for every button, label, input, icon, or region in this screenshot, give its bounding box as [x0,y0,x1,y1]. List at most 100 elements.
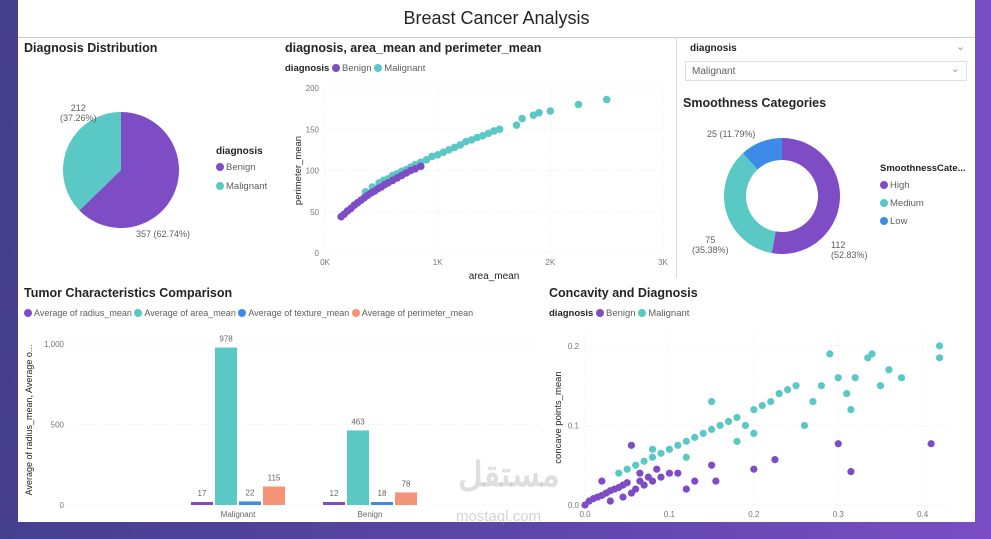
benign-dot-icon [331,64,340,72]
y-tick-label: 0.0 [568,501,580,510]
x-tick-label: 0.1 [664,510,676,519]
data-label: 12 [330,489,339,498]
point-malignant [699,429,707,438]
legend-texture[interactable]: Average of texture_mean [248,308,350,318]
point-benign [691,477,699,485]
point-malignant [708,397,716,406]
donut-label-high: 112 (52.83%) [831,240,868,260]
legend-label: Malignant [226,181,268,192]
watermark-logo: مستقل [458,456,560,494]
malignant-dot-icon [374,64,383,72]
scatter1-title: diagnosis, area_mean and perimeter_mean [285,41,542,55]
slicer-title: diagnosis [690,43,737,54]
point-benign [750,465,758,473]
point-benign [712,477,720,485]
legend-title: diagnosis [285,63,330,74]
point-benign [598,477,606,485]
point-malignant [495,125,504,134]
pie-chart [62,112,179,228]
point-malignant [817,382,825,390]
y-axis-title: Average of radius_mean, Average o... [24,345,34,496]
legend-benign[interactable]: Benign [605,308,636,319]
x-tick-label: 3K [658,258,668,267]
legend-malignant[interactable]: Malignant [648,308,690,319]
point-malignant [682,437,690,445]
point-benign [665,469,674,477]
bar-benign [323,502,345,505]
y-tick-label: 500 [51,421,65,430]
data-label: 463 [351,417,365,426]
point-malignant [716,421,724,430]
point-malignant [733,413,741,422]
bar-benign [395,492,417,505]
dashboard-title: Breast Cancer Analysis [403,8,590,28]
data-label: 22 [246,488,255,497]
legend-radius[interactable]: Average of radius_mean [34,308,132,318]
legend-perimeter[interactable]: Average of perimeter_mean [361,308,474,318]
legend-benign[interactable]: Benign [341,63,372,74]
label-value: 75 [705,235,716,245]
scatter1-plot: 0 50 100 150 200 0K 1K 2K 3K area_mean perimeter_m… [293,84,669,282]
x-tick-label: 0.0 [579,510,591,519]
data-label: 18 [378,489,387,498]
bar-benign [347,430,369,505]
y-tick-label: 0.1 [568,421,580,430]
legend-malignant[interactable]: Malignant [384,63,426,74]
label-value: 112 [831,240,846,250]
area-dot-icon [134,309,143,317]
point-malignant [741,421,749,430]
scatter2-title: Concavity and Diagnosis [549,286,698,300]
perimeter-dot-icon [351,309,360,317]
data-label: 978 [219,335,233,344]
point-malignant [640,457,648,465]
donut-legend-medium[interactable]: Medium [880,198,924,209]
donut-chart [724,138,840,254]
x-tick-label: 0K [320,258,330,267]
pie-slice-benign [79,112,179,228]
point-benign [627,441,636,449]
diagnosis-dropdown[interactable]: Malignant ⌄ [685,61,967,81]
point-malignant [775,390,783,398]
point-benign [834,440,842,448]
point-benign [657,473,665,481]
x-axis-title: area_mean [469,271,520,282]
point-benign [682,485,690,493]
point-malignant [657,449,665,457]
point-malignant [843,390,851,398]
point-malignant [792,382,800,390]
legend-area[interactable]: Average of area_mean [144,308,236,318]
point-benign [640,481,648,489]
pie-label-benign: 357 (62.74%) [136,229,191,239]
point-benign [606,497,614,505]
x-tick-label: 0.2 [748,510,760,519]
point-malignant [574,100,583,109]
title-divider [18,37,975,38]
point-benign [847,467,855,476]
y-tick-label: 200 [306,84,320,93]
point-malignant [809,397,817,406]
point-benign [927,440,935,448]
point-benign [653,465,661,473]
bar-malignant [191,502,213,505]
dropdown-value: Malignant [692,66,736,77]
point-malignant [648,453,657,461]
label-pct: (35.38%) [692,245,729,255]
malignant-dot-icon [638,309,647,317]
slicer-collapse-chevron-icon[interactable]: ⌄ [956,41,966,53]
pie-legend-malignant[interactable]: Malignant [216,181,267,192]
point-malignant [546,107,555,115]
donut-legend-high[interactable]: High [880,180,910,191]
point-malignant [800,421,809,430]
point-malignant [623,465,631,473]
donut-legend-low[interactable]: Low [880,216,907,227]
y-tick-label: 0.2 [568,342,580,351]
point-malignant [615,469,623,477]
donut-label-medium: 75 (35.38%) [692,235,729,255]
point-malignant [868,350,876,358]
point-malignant [733,437,741,445]
data-label: 115 [268,473,281,482]
pie-legend-benign[interactable]: Benign [216,162,256,173]
x-tick-label: 1K [433,258,443,267]
point-malignant [535,108,543,117]
texture-dot-icon [238,309,247,317]
